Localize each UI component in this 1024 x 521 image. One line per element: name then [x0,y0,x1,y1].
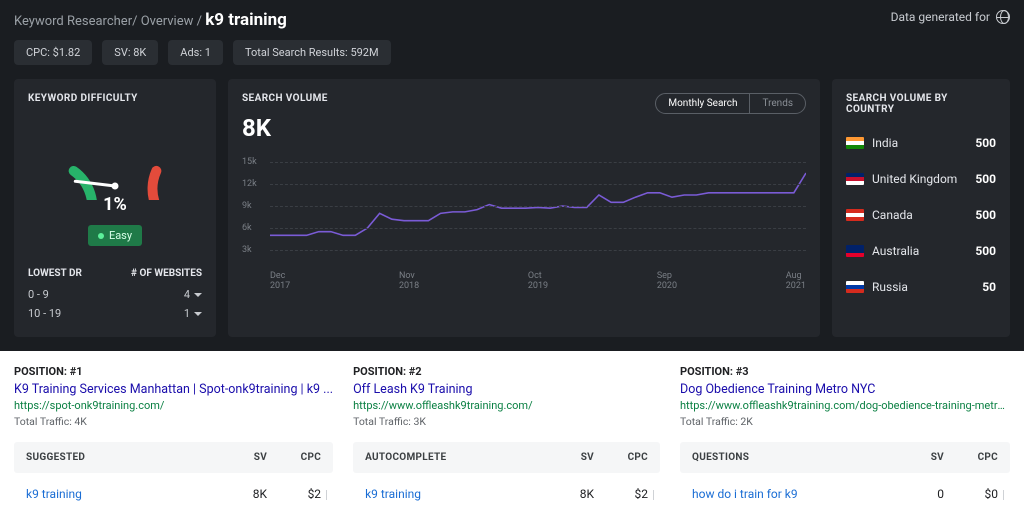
panel-search-volume: SEARCH VOLUME 8K Monthly Search Trends 1… [228,79,820,337]
tab-trends[interactable]: Trends [750,94,805,113]
serp-traffic: Total Traffic: 3K [353,415,660,428]
serp-position: POSITION: #2 [353,365,660,378]
difficulty-gauge [50,114,180,200]
country-value: 50 [982,280,996,294]
sv-tabs: Monthly Search Trends [655,93,806,114]
difficulty-percent: 1% [103,194,127,215]
serp-subhead: SUGGESTEDSVCPC [14,442,333,473]
difficulty-badge: Easy [88,225,142,246]
serp-position: POSITION: #1 [14,365,333,378]
kd-range: 0 - 9 [28,285,115,304]
country-name: Russia [872,280,908,294]
x-tick: Nov2018 [399,272,419,292]
country-row[interactable]: Russia 50 [846,269,996,305]
serp-cpc: $0 [944,487,998,501]
chevron-down-icon [194,312,202,316]
serp-kw[interactable]: k9 training [365,487,540,501]
serp-results: POSITION: #1 K9 Training Services Manhat… [0,351,1024,521]
country-value: 500 [975,136,996,150]
flag-icon [846,209,864,221]
country-row[interactable]: Canada 500 [846,197,996,233]
kd-range: 10 - 19 [28,304,115,323]
pill-ads: Ads: 1 [168,40,223,65]
difficulty-badge-label: Easy [109,229,132,242]
pill-total-results: Total Search Results: 592M [233,40,391,65]
flag-icon [846,245,864,257]
country-title: SEARCH VOLUME BY COUNTRY [846,93,996,115]
panel-difficulty: KEYWORD DIFFICULTY 1% Easy LOWEST DR 0 -… [14,79,216,337]
serp-title[interactable]: Off Leash K9 Training [353,382,660,397]
kd-head-left: LOWEST DR [28,268,115,279]
panel-country: SEARCH VOLUME BY COUNTRY India500United … [832,79,1010,337]
serp-subhead: QUESTIONSSVCPC [680,442,1010,473]
difficulty-title: KEYWORD DIFFICULTY [28,93,202,104]
serp-title[interactable]: Dog Obedience Training Metro NYC [680,382,1010,397]
pill-sv: SV: 8K [102,40,158,65]
generated-for[interactable]: Data generated for [891,10,1010,24]
x-tick: Sep2020 [657,272,677,292]
country-name: Canada [872,208,913,222]
serp-keyword-row[interactable]: k9 training 8K $2 [14,473,333,501]
stats-pills: CPC: $1.82 SV: 8K Ads: 1 Total Search Re… [0,30,1024,79]
serp-cpc: $2 [594,487,648,501]
kd-count[interactable]: 1 [115,304,202,323]
serp-url[interactable]: https://www.offleashk9training.com/dog-o… [680,399,1010,412]
sv-chart: 15k12k9k6k3k Dec2017Nov2018Oct2019Sep202… [242,162,806,292]
country-name: India [872,136,898,150]
country-name: Australia [872,244,919,258]
y-tick: 6k [242,223,252,233]
x-tick: Aug2021 [786,272,806,292]
serp-column: POSITION: #1 K9 Training Services Manhat… [14,365,333,507]
y-tick: 3k [242,245,252,255]
pill-cpc: CPC: $1.82 [14,40,92,65]
serp-sv: 0 [890,487,944,501]
serp-subhead: AUTOCOMPLETESVCPC [353,442,660,473]
sv-line-chart [270,162,806,272]
chevron-down-icon [194,293,202,297]
generated-for-label: Data generated for [891,10,990,24]
y-tick: 12k [242,179,257,189]
dot-icon [98,233,104,239]
country-value: 500 [975,172,996,186]
country-row[interactable]: Australia 500 [846,233,996,269]
kd-count[interactable]: 4 [115,285,202,304]
country-name: United Kingdom [872,172,957,186]
x-tick: Dec2017 [270,272,290,292]
serp-kw[interactable]: k9 training [26,487,213,501]
serp-keyword-row[interactable]: how do i train for k9 0 $0 [680,473,1010,501]
serp-traffic: Total Traffic: 4K [14,415,333,428]
serp-column: POSITION: #2 Off Leash K9 Training https… [353,365,660,507]
tab-monthly-search[interactable]: Monthly Search [656,94,750,113]
serp-cpc: $2 [267,487,321,501]
country-row[interactable]: India 500 [846,125,996,161]
serp-position: POSITION: #3 [680,365,1010,378]
country-value: 500 [975,208,996,222]
serp-sv: 8K [213,487,267,501]
serp-url[interactable]: https://spot-onk9training.com/ [14,399,333,412]
breadcrumb-path: Keyword Researcher/ Overview / [14,14,202,29]
country-row[interactable]: United Kingdom 500 [846,161,996,197]
serp-title[interactable]: K9 Training Services Manhattan | Spot-on… [14,382,333,397]
serp-column: POSITION: #3 Dog Obedience Training Metr… [680,365,1010,507]
flag-icon [846,137,864,149]
y-tick: 15k [242,157,257,167]
flag-icon [846,281,864,293]
serp-keyword-row[interactable]: k9 training 8K $2 [353,473,660,501]
globe-icon [996,10,1010,24]
serp-sv: 8K [540,487,594,501]
breadcrumb-keyword: k9 training [205,10,287,30]
country-value: 500 [975,244,996,258]
serp-url[interactable]: https://www.offleashk9training.com/ [353,399,660,412]
y-tick: 9k [242,201,252,211]
serp-kw[interactable]: how do i train for k9 [692,487,890,501]
sv-title: SEARCH VOLUME [242,93,328,104]
serp-traffic: Total Traffic: 2K [680,415,1010,428]
kd-head-right: # OF WEBSITES [115,268,202,279]
x-tick: Oct2019 [528,272,548,292]
sv-value: 8K [242,114,328,142]
breadcrumb: Keyword Researcher/ Overview / k9 traini… [14,10,287,30]
flag-icon [846,173,864,185]
